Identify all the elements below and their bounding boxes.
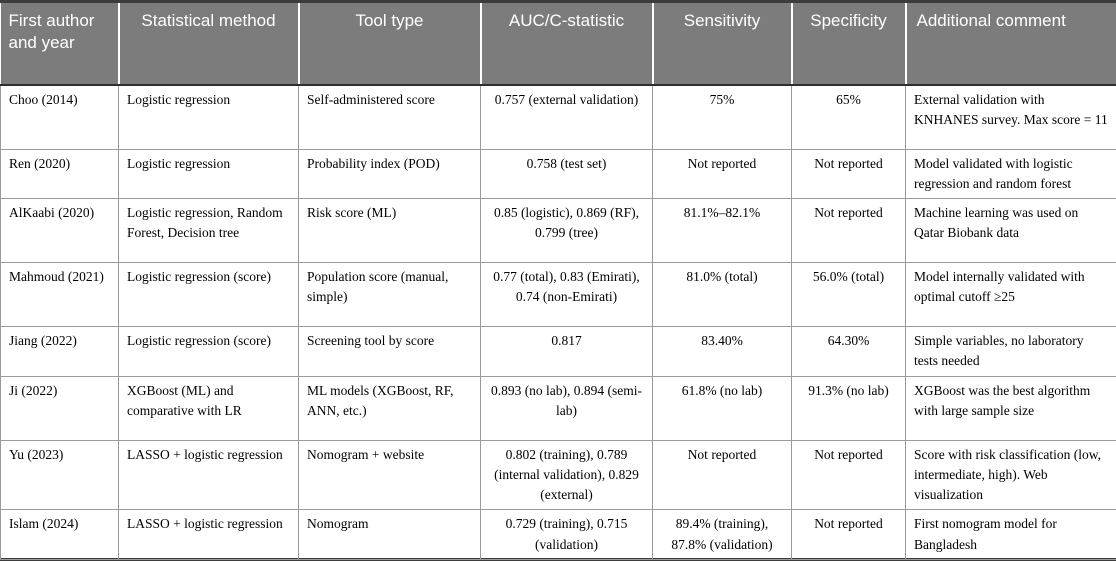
table-row: Ji (2022) XGBoost (ML) and comparative wi… (0, 375, 1116, 441)
col-header-additional-comment: Additional comment (904, 3, 1116, 86)
table-cell: Score with risk classification (low, int… (905, 439, 1116, 511)
table-cell: 61.8% (no lab) (652, 375, 792, 441)
table-cell: XGBoost (ML) and comparative with LR (118, 375, 299, 441)
table-row: Choo (2014) Logistic regression Self-admin… (0, 84, 1116, 150)
table-cell: Model internally validated with optimal … (905, 262, 1116, 327)
table-cell: AlKaabi (2020) (0, 198, 119, 263)
table-cell: Risk score (ML) (298, 198, 481, 263)
table-cell: ML models (XGBoost, RF, ANN, etc.) (298, 375, 481, 441)
study-comparison-table: First author and year Statistical method… (0, 3, 1116, 560)
table-cell: 0.757 (external validation) (480, 84, 653, 150)
table-row: Mahmoud (2021) Logistic regression (score… (0, 262, 1116, 327)
table-cell: External validation with KNHANES survey.… (905, 84, 1116, 150)
table-cell: Ji (2022) (0, 375, 119, 441)
table-cell: 81.0% (total) (652, 262, 792, 327)
table-cell: Not reported (652, 148, 792, 199)
table-cell: 56.0% (total) (791, 262, 906, 327)
table-cell: 0.758 (test set) (480, 148, 653, 199)
table-cell: Not reported (791, 198, 906, 263)
table-cell: Jiang (2022) (0, 326, 119, 377)
table-row: Islam (2024) LASSO + logistic regression N… (0, 509, 1116, 560)
table-cell: Nomogram (298, 509, 481, 560)
table-cell: 0.85 (logistic), 0.869 (RF), 0.799 (tree… (480, 198, 653, 263)
table-cell: 0.729 (training), 0.715 (validation) (480, 509, 653, 560)
table-cell: Logistic regression (score) (118, 326, 299, 377)
col-header-sensitivity: Sensitivity (651, 3, 793, 86)
table-row: Jiang (2022) Logistic regression (score) S… (0, 326, 1116, 377)
table-cell: Yu (2023) (0, 439, 119, 511)
table-cell: Islam (2024) (0, 509, 119, 560)
table-row: Ren (2020) Logistic regression Probability… (0, 148, 1116, 199)
table-cell: 0.893 (no lab), 0.894 (semi-lab) (480, 375, 653, 441)
table-cell: 0.77 (total), 0.83 (Emirati), 0.74 (non-… (480, 262, 653, 327)
col-header-specificity: Specificity (790, 3, 907, 86)
table-cell: XGBoost was the best algorithm with larg… (905, 375, 1116, 441)
table-cell: 64.30% (791, 326, 906, 377)
table-cell: Not reported (791, 509, 906, 560)
table-cell: 0.817 (480, 326, 653, 377)
table-cell: 83.40% (652, 326, 792, 377)
table-cell: Choo (2014) (0, 84, 119, 150)
table-cell: Screening tool by score (298, 326, 481, 377)
col-header-statistical-method: Statistical method (117, 3, 300, 86)
table-cell: Ren (2020) (0, 148, 119, 199)
table-cell: First nomogram model for Bangladesh (905, 509, 1116, 560)
table-cell: LASSO + logistic regression (118, 509, 299, 560)
table-row: Yu (2023) LASSO + logistic regression Nomo… (0, 439, 1116, 511)
col-header-auc-c-statistic: AUC/C-statistic (479, 3, 654, 86)
table-cell: Machine learning was used on Qatar Bioba… (905, 198, 1116, 263)
table-cell: 0.802 (training), 0.789 (internal valida… (480, 439, 653, 511)
table-cell: Not reported (652, 439, 792, 511)
table-cell: Logistic regression (score) (118, 262, 299, 327)
table-cell: Probability index (POD) (298, 148, 481, 199)
table-cell: Self-administered score (298, 84, 481, 150)
table-cell: 91.3% (no lab) (791, 375, 906, 441)
table-cell: Not reported (791, 148, 906, 199)
table-cell: 89.4% (training), 87.8% (validation) (652, 509, 792, 560)
table-cell: Not reported (791, 439, 906, 511)
table-row: AlKaabi (2020) Logistic regression, Rando… (0, 198, 1116, 263)
table-cell: Logistic regression (118, 84, 299, 150)
table-cell: Mahmoud (2021) (0, 262, 119, 327)
table-cell: Logistic regression, Random Forest, Deci… (118, 198, 299, 263)
table-cell: 65% (791, 84, 906, 150)
table-cell: 75% (652, 84, 792, 150)
table-cell: Simple variables, no laboratory tests ne… (905, 326, 1116, 377)
col-header-tool-type: Tool type (297, 3, 482, 86)
col-header-first-author-year: First author and year (0, 3, 120, 86)
table-cell: Logistic regression (118, 148, 299, 199)
table-cell: LASSO + logistic regression (118, 439, 299, 511)
table-cell: Model validated with logistic regression… (905, 148, 1116, 199)
table-cell: Nomogram + website (298, 439, 481, 511)
table-cell: 81.1%–82.1% (652, 198, 792, 263)
header-row: First author and year Statistical method… (0, 3, 1116, 86)
table-body: Choo (2014) Logistic regression Self-admin… (0, 84, 1116, 560)
table-cell: Population score (manual, simple) (298, 262, 481, 327)
